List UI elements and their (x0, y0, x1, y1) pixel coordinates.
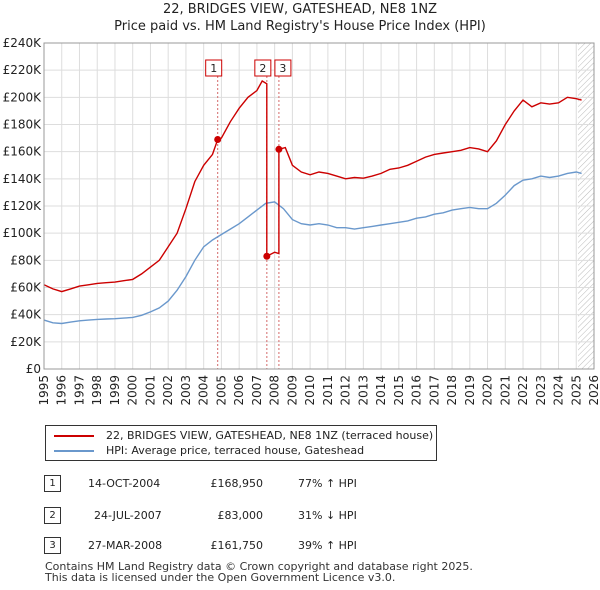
marker-label: 2 (259, 62, 266, 75)
x-tick-label: 2009 (285, 375, 299, 406)
y-tick-label: £80K (10, 253, 42, 267)
x-tick-label: 1997 (72, 375, 86, 406)
transaction-number: 2 (44, 507, 61, 524)
x-tick-label: 2001 (143, 375, 157, 406)
x-tick-label: 2023 (534, 375, 548, 406)
y-tick-label: £100K (3, 226, 43, 240)
x-tick-label: 2010 (303, 375, 317, 406)
transaction-date: 27-MAR-2008 (88, 539, 163, 552)
x-tick-label: 2002 (161, 375, 175, 406)
transaction-number: 3 (44, 537, 61, 554)
marker-box (274, 59, 292, 77)
transaction-row: 2 24-JUL-2007 £83,000 31% ↓ HPI (0, 507, 600, 527)
y-tick-label: £120K (3, 199, 43, 213)
transaction-price: £168,950 (210, 477, 264, 490)
transaction-hpi: 39% ↑ HPI (298, 539, 357, 552)
x-tick-label: 2017 (427, 375, 441, 406)
chart-title: 22, BRIDGES VIEW, GATESHEAD, NE8 1NZ (162, 2, 438, 17)
transaction-hpi: 31% ↓ HPI (298, 509, 357, 522)
legend-label-hpi: HPI: Average price, terraced house, Gate… (106, 444, 365, 457)
transaction-row: 3 27-MAR-2008 £161,750 39% ↑ HPI (0, 537, 600, 557)
x-tick-label: 2025 (569, 375, 583, 406)
transaction-row: 1 14-OCT-2004 £168,950 77% ↑ HPI (0, 475, 600, 495)
transaction-number: 1 (44, 475, 61, 492)
x-tick-label: 2007 (250, 375, 264, 406)
transaction-date: 14-OCT-2004 (88, 477, 161, 490)
y-tick-label: £0 (26, 362, 41, 376)
transaction-price: £161,750 (210, 539, 264, 552)
y-tick-label: £240K (3, 36, 43, 50)
y-tick-label: £160K (3, 145, 43, 159)
x-tick-label: 1995 (37, 375, 51, 406)
x-tick-label: 2018 (445, 375, 459, 406)
y-tick-label: £180K (3, 118, 43, 132)
x-tick-label: 2000 (126, 375, 140, 406)
x-tick-label: 2004 (197, 375, 211, 406)
legend-swatch-red (54, 435, 94, 437)
x-tick-label: 2005 (214, 375, 228, 406)
x-tick-label: 2006 (232, 375, 246, 406)
property-price-line (43, 80, 582, 293)
legend-swatch-blue (54, 450, 94, 452)
marker-box (205, 59, 223, 77)
x-tick-label: 2016 (410, 375, 424, 406)
x-tick-label: 2011 (321, 375, 335, 406)
price-chart: £0 £20K £40K £60K £80K £100K £120K £140K £160K £1… (3, 36, 600, 406)
x-tick-label: 1998 (90, 375, 104, 406)
x-tick-label: 2013 (356, 375, 370, 406)
marker-box (254, 59, 272, 77)
y-tick-label: £40K (10, 308, 42, 322)
x-tick-label: 2014 (374, 375, 388, 406)
plot-border (43, 42, 595, 370)
x-tick-label: 2020 (481, 375, 495, 406)
marker-label: 1 (210, 62, 217, 75)
x-tick-label: 2003 (179, 375, 193, 406)
transaction-date: 24-JUL-2007 (94, 509, 162, 522)
sale-point (275, 145, 283, 153)
sale-point (214, 136, 222, 144)
chart-subtitle: Price paid vs. HM Land Registry's House … (114, 19, 486, 34)
x-tick-label: 2012 (339, 375, 353, 406)
x-tick-label: 2019 (463, 375, 477, 406)
x-tick-label: 2024 (552, 375, 566, 406)
transaction-price: £83,000 (217, 509, 264, 522)
footer-license: This data is licensed under the Open Gov… (45, 571, 396, 584)
y-tick-label: £20K (10, 335, 42, 349)
y-tick-label: £220K (3, 63, 43, 77)
chart-legend: 22, BRIDGES VIEW, GATESHEAD, NE8 1NZ (te… (45, 425, 437, 461)
y-tick-label: £140K (3, 172, 43, 186)
x-tick-label: 2021 (498, 375, 512, 406)
x-tick-label: 2022 (516, 375, 530, 406)
transaction-hpi: 77% ↑ HPI (298, 477, 357, 490)
sale-point (263, 252, 271, 260)
x-tick-label: 2008 (268, 375, 282, 406)
y-tick-label: £200K (3, 90, 43, 104)
x-tick-label: 2026 (587, 375, 600, 406)
hpi-line (43, 171, 582, 325)
y-tick-label: £60K (10, 281, 42, 295)
marker-label: 3 (279, 62, 286, 75)
footer-copyright: Contains HM Land Registry data © Crown c… (45, 560, 473, 573)
legend-label-property: 22, BRIDGES VIEW, GATESHEAD, NE8 1NZ (te… (106, 429, 434, 442)
x-tick-label: 2015 (392, 375, 406, 406)
x-tick-label: 1999 (108, 375, 122, 406)
x-tick-label: 1996 (55, 375, 69, 406)
